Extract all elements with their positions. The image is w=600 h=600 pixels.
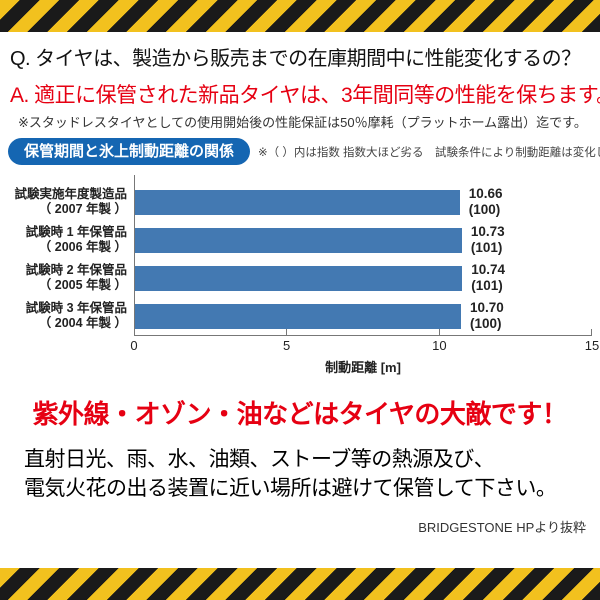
- chart-condition-note: ※（ ）内は指数 指数大ほど劣る 試験条件により制動距離は変化します。: [258, 146, 600, 159]
- chart-header: 保管期間と氷上制動距離の関係 ※（ ）内は指数 指数大ほど劣る 試験条件により制…: [8, 138, 600, 165]
- category-labels: 試験実施年度製造品（ 2007 年製 ） 試験時 1 年保管品（ 2006 年製 …: [8, 175, 134, 336]
- category-label: 試験実施年度製造品（ 2007 年製 ）: [14, 187, 127, 216]
- hazard-stripe-top: [0, 0, 600, 32]
- hazard-stripe-bottom: [0, 568, 600, 600]
- storage-instructions-line1: 直射日光、雨、水、油類、ストーブ等の熱源及び、: [24, 448, 495, 471]
- storage-instructions: 直射日光、雨、水、油類、ストーブ等の熱源及び、 電気火花の出る装置に近い場所は避…: [24, 445, 592, 503]
- bar: [135, 227, 462, 253]
- storage-instructions-line2: 電気火花の出る装置に近い場所は避けて保管して下さい。: [24, 477, 557, 500]
- chart-row: 10.66 (100): [135, 183, 592, 221]
- studless-warranty-note: ※スタッドレスタイヤとしての使用開始後の性能保証は50％摩耗（プラットホーム露出…: [18, 115, 587, 130]
- source-credit: BRIDGESTONE HPより抜粋: [418, 520, 586, 535]
- chart-row: 10.73 (101): [135, 221, 592, 259]
- category-label: 試験時 3 年保管品（ 2004 年製 ）: [25, 301, 127, 330]
- value-label: 10.66 (100): [468, 186, 503, 217]
- axis-tick: [438, 329, 440, 335]
- axis-tick: [286, 329, 288, 335]
- bar: [135, 303, 461, 329]
- content-area: Q. タイヤは、製造から販売までの在庫期間中に性能変化するの？ A. 適正に保管…: [0, 32, 600, 568]
- tick-label: 10: [432, 338, 447, 353]
- value-label: 10.74 (101): [471, 262, 505, 293]
- plot-area: 10.66 (100) 10.73 (101) 10.74 (101) 10.70 (100): [134, 175, 592, 336]
- chart-row: 10.74 (101): [135, 259, 592, 297]
- x-axis-label: 制動距離 [m]: [325, 360, 401, 375]
- tick-label: 15: [584, 338, 600, 353]
- chart-row: 10.70 (100): [135, 297, 592, 335]
- warning-text: 紫外線・オゾン・油などはタイヤの大敵です！: [32, 399, 568, 429]
- bar: [135, 189, 460, 215]
- value-label: 10.73 (101): [470, 224, 505, 255]
- category-label: 試験時 1 年保管品（ 2006 年製 ）: [25, 225, 127, 254]
- x-axis-ticks: 0 5 10 15: [130, 336, 599, 354]
- tick-label: 0: [130, 338, 138, 353]
- tick-label: 5: [283, 338, 291, 353]
- braking-distance-chart: 試験実施年度製造品（ 2007 年製 ） 試験時 1 年保管品（ 2006 年製 …: [8, 175, 599, 376]
- category-label: 試験時 2 年保管品（ 2005 年製 ）: [25, 263, 127, 292]
- axis-tick: [591, 329, 592, 335]
- chart-title-badge: 保管期間と氷上制動距離の関係: [8, 138, 251, 165]
- bar: [135, 265, 463, 291]
- value-label: 10.70 (100): [469, 300, 504, 331]
- answer-text: A. 適正に保管された新品タイヤは、3年間同等の性能を保ちます。: [10, 84, 600, 107]
- question-text: Q. タイヤは、製造から販売までの在庫期間中に性能変化するの？: [10, 48, 581, 70]
